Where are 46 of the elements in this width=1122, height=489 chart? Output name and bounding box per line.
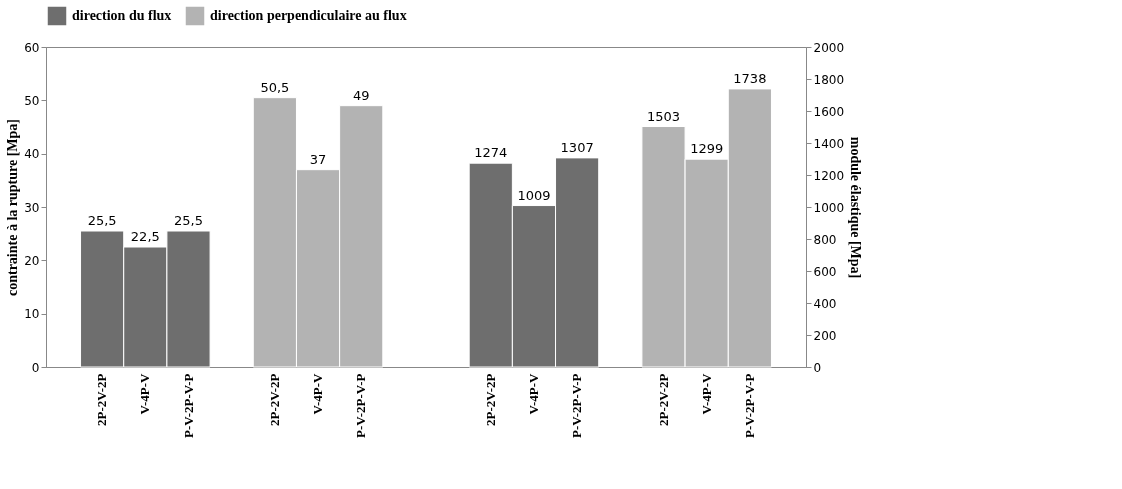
data-label: 1274 [474,145,508,161]
x-tick-label: 2P-2V-2P [655,373,671,426]
y-tick-label: 10 [24,307,40,322]
y2-tick-label: 2000 [813,40,845,55]
data-label: 49 [352,87,370,103]
x-tick-label: P-V-2P-V-P [180,373,196,438]
data-label: 1738 [733,70,767,86]
y2-tick-label: 1600 [813,104,845,119]
y2-tick-label: 1800 [813,72,845,87]
y-tick-label: 50 [24,93,40,108]
data-label: 25,5 [174,213,203,228]
x-tick-label: P-V-2P-V-P [741,373,757,438]
y2-tick-label: 400 [813,296,837,311]
x-tick-label: P-V-2P-V-P [569,373,585,438]
y-axis-title: contrainte à la rupture [Mpa] [5,118,21,297]
y2-tick-label: 1400 [813,136,845,151]
y2-tick-label: 0 [813,360,822,375]
data-label: 1307 [560,139,594,155]
legend-label: direction du flux [72,8,172,23]
data-label: 50,5 [260,79,290,95]
y-tick-label: 0 [31,360,40,375]
data-label: 25,5 [87,213,117,228]
y2-tick-label: 200 [813,328,837,343]
y2-axis-title: module élastique [Mpa] [848,136,864,279]
data-label: 1009 [517,187,551,203]
y2-tick-label: 800 [813,232,837,247]
y-tick-label: 30 [24,200,40,215]
y2-tick-label: 1200 [813,168,845,183]
x-tick-label: V-4P-V [698,372,714,415]
legend-label: direction perpendiculaire au flux [210,8,407,23]
y-tick-label: 20 [24,253,40,268]
y2-tick-label: 1000 [813,200,845,215]
x-tick-label: P-V-2P-V-P [353,373,369,438]
x-tick-label: V-4P-V [310,372,326,415]
data-label: 1299 [690,141,724,157]
x-tick-label: V-4P-V [525,372,541,415]
data-label: 22,5 [130,229,160,244]
x-tick-label: 2P-2V-2P [266,373,282,426]
data-label: 37 [309,151,327,167]
data-label: 1503 [646,108,681,124]
x-tick-label: V-4P-V [137,372,153,415]
y-tick-label: 60 [24,40,40,55]
x-tick-label: 2P-2V-2P [482,373,498,426]
y2-tick-label: 600 [813,264,837,279]
y-tick-label: 40 [24,147,40,162]
x-tick-label: 2P-2V-2P [94,373,110,426]
